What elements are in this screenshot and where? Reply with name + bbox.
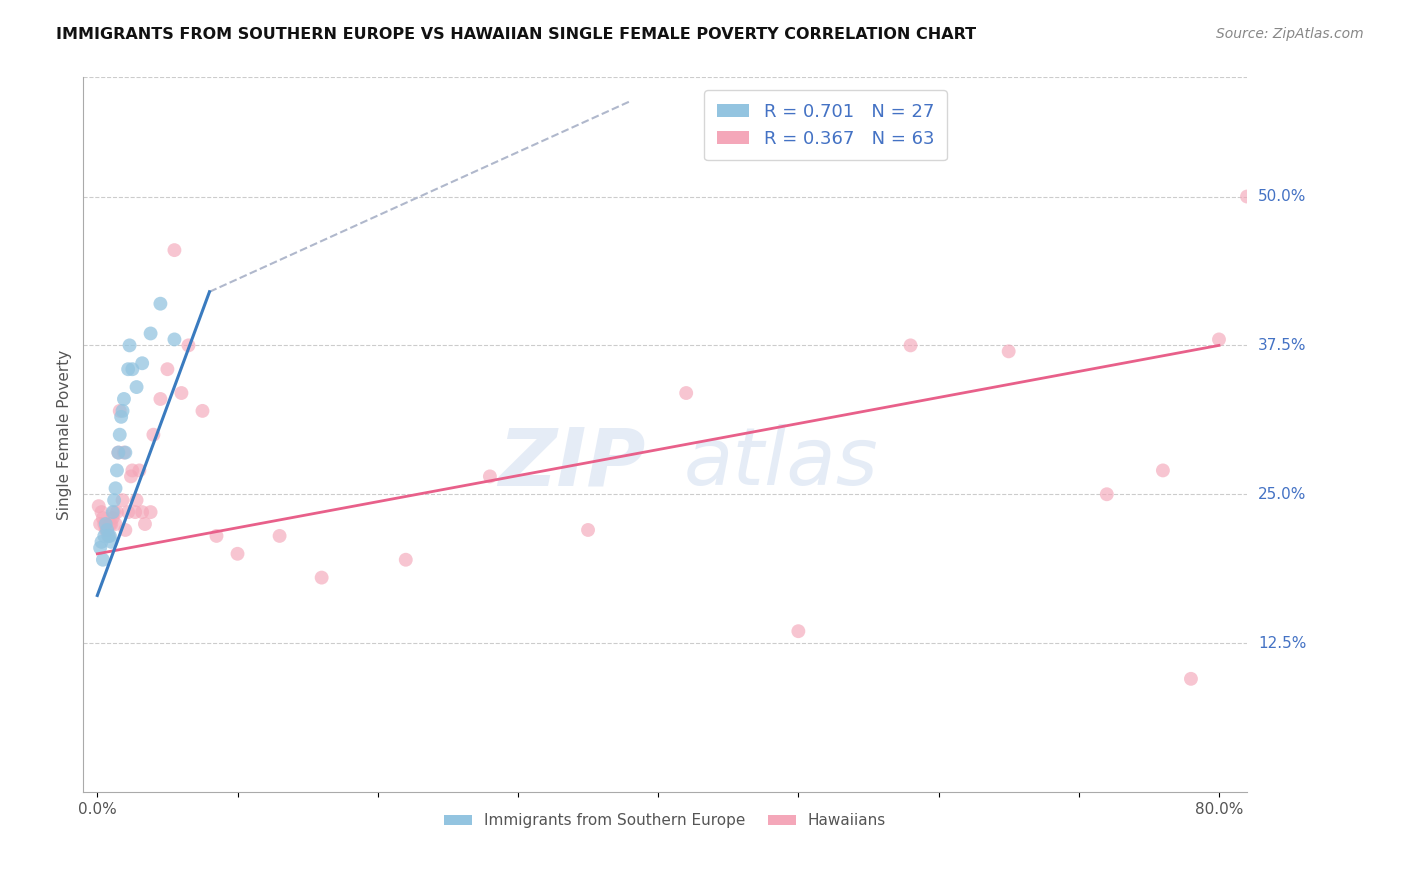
Point	[105, 463, 128, 477]
Point	[89, 541, 111, 555]
Point	[191, 404, 214, 418]
Point	[90, 534, 112, 549]
Point	[111, 404, 134, 418]
Point	[97, 529, 120, 543]
Point	[105, 505, 128, 519]
Point	[97, 529, 120, 543]
Point	[87, 499, 110, 513]
Point	[94, 516, 117, 531]
Point	[1278, 558, 1301, 573]
Point	[112, 445, 135, 459]
Point	[311, 571, 333, 585]
Text: Source: ZipAtlas.com: Source: ZipAtlas.com	[1216, 27, 1364, 41]
Point	[156, 362, 179, 376]
Point	[121, 463, 143, 477]
Point	[149, 296, 172, 310]
Point	[997, 344, 1019, 359]
Point	[139, 505, 162, 519]
Point	[1152, 463, 1174, 477]
Point	[124, 505, 146, 519]
Point	[177, 338, 200, 352]
Point	[103, 505, 125, 519]
Point	[131, 505, 153, 519]
Point	[112, 392, 135, 406]
Point	[478, 469, 501, 483]
Point	[103, 493, 125, 508]
Point	[90, 505, 112, 519]
Point	[114, 445, 136, 459]
Point	[576, 523, 599, 537]
Point	[111, 493, 134, 508]
Text: ZIP: ZIP	[498, 425, 645, 502]
Point	[100, 534, 122, 549]
Point	[163, 333, 186, 347]
Legend: Immigrants from Southern Europe, Hawaiians: Immigrants from Southern Europe, Hawaiia…	[439, 807, 893, 834]
Point	[1236, 189, 1258, 203]
Point	[226, 547, 249, 561]
Point	[134, 516, 156, 531]
Text: 50.0%: 50.0%	[1258, 189, 1306, 204]
Point	[125, 493, 148, 508]
Point	[114, 523, 136, 537]
Text: 37.5%: 37.5%	[1258, 338, 1306, 353]
Point	[121, 362, 143, 376]
Point	[163, 243, 186, 257]
Point	[675, 386, 697, 401]
Point	[96, 523, 118, 537]
Point	[110, 409, 132, 424]
Point	[100, 516, 122, 531]
Point	[269, 529, 291, 543]
Point	[94, 523, 117, 537]
Point	[131, 356, 153, 370]
Point	[787, 624, 810, 639]
Point	[104, 516, 127, 531]
Text: atlas: atlas	[685, 425, 879, 502]
Point	[93, 516, 115, 531]
Point	[98, 516, 121, 531]
Point	[108, 404, 131, 418]
Point	[128, 463, 150, 477]
Point	[107, 445, 129, 459]
Point	[900, 338, 922, 352]
Point	[91, 553, 114, 567]
Point	[1391, 618, 1406, 632]
Point	[125, 380, 148, 394]
Point	[101, 505, 124, 519]
Point	[117, 505, 139, 519]
Point	[1095, 487, 1118, 501]
Point	[120, 469, 142, 483]
Point	[1208, 333, 1230, 347]
Point	[395, 553, 418, 567]
Point	[118, 338, 141, 352]
Point	[101, 511, 124, 525]
Point	[142, 427, 165, 442]
Point	[1320, 237, 1343, 252]
Point	[108, 427, 131, 442]
Point	[170, 386, 193, 401]
Point	[205, 529, 228, 543]
Point	[96, 523, 118, 537]
Text: 12.5%: 12.5%	[1258, 636, 1306, 650]
Text: IMMIGRANTS FROM SOUTHERN EUROPE VS HAWAIIAN SINGLE FEMALE POVERTY CORRELATION CH: IMMIGRANTS FROM SOUTHERN EUROPE VS HAWAI…	[56, 27, 976, 42]
Point	[104, 481, 127, 495]
Point	[91, 511, 114, 525]
Point	[89, 516, 111, 531]
Text: 25.0%: 25.0%	[1258, 487, 1306, 501]
Point	[1180, 672, 1202, 686]
Point	[139, 326, 162, 341]
Point	[93, 529, 115, 543]
Point	[1348, 529, 1371, 543]
Y-axis label: Single Female Poverty: Single Female Poverty	[58, 350, 72, 520]
Point	[107, 445, 129, 459]
Point	[117, 362, 139, 376]
Point	[149, 392, 172, 406]
Point	[98, 529, 121, 543]
